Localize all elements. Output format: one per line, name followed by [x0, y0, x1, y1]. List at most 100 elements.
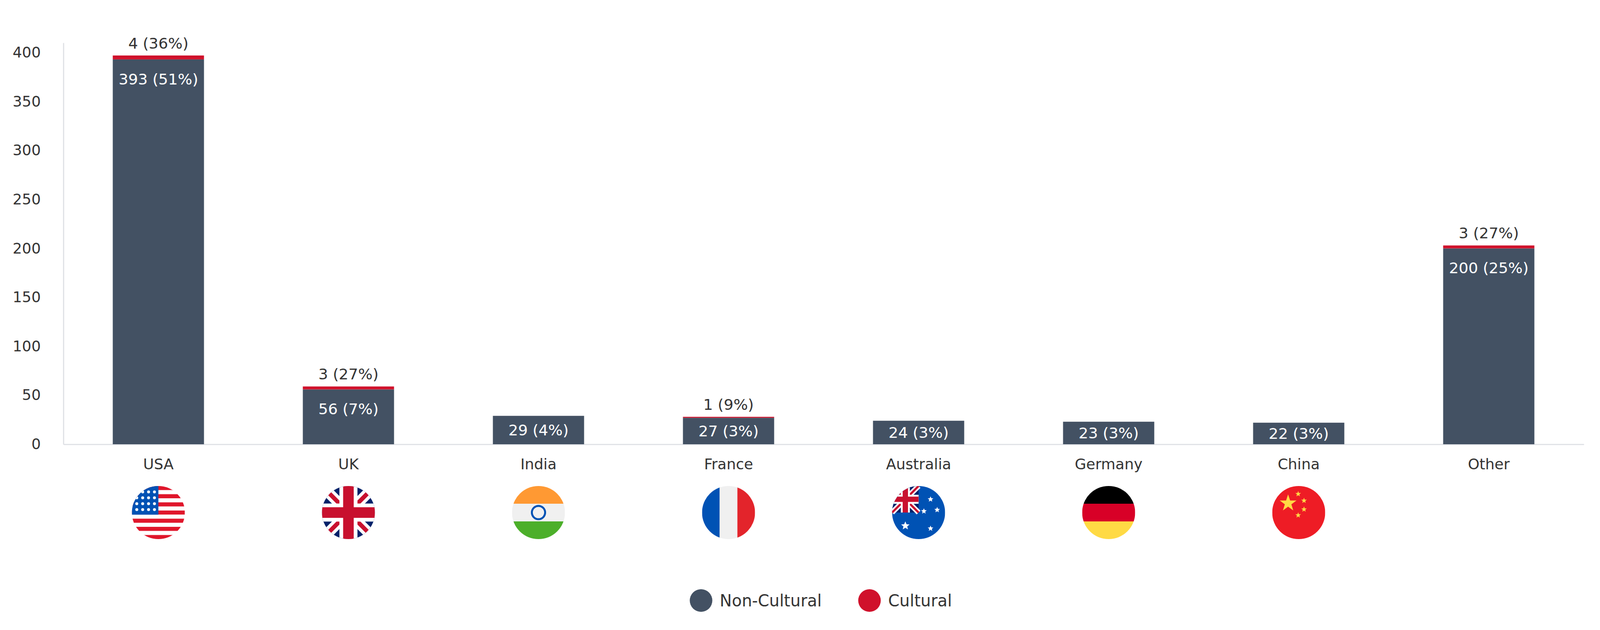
legend-swatch: [858, 588, 882, 612]
flag-part: [927, 524, 934, 531]
y-tick: 400: [12, 43, 64, 61]
flag-part: [921, 507, 927, 514]
flag-part: [1272, 485, 1326, 539]
bar: [493, 415, 585, 444]
flag-part: [702, 485, 720, 539]
flag-part: [322, 485, 376, 539]
flag-part: [153, 501, 157, 505]
legend-label: Cultural: [888, 590, 953, 610]
data-label: 1 (9%): [703, 395, 754, 414]
flag-part: [343, 485, 355, 539]
flag-part: [512, 521, 566, 539]
legend-entry: Cultural: [858, 588, 953, 612]
legend: Non-Cultural Cultural: [689, 588, 953, 612]
flag-part: [132, 485, 159, 515]
flag-part: [322, 485, 376, 539]
flag-part: [934, 506, 940, 513]
bar: [1443, 245, 1535, 249]
flag-part: [135, 501, 139, 505]
flag-part: [1082, 485, 1136, 504]
data-labels: 393 (51%)56 (7%)29 (4%)27 (3%)24 (3%)23 …: [118, 34, 1529, 442]
bar: [873, 420, 965, 444]
bar: [303, 388, 395, 444]
flag-part: [153, 490, 157, 494]
flag-part: [892, 485, 919, 513]
flag-part: [132, 518, 186, 523]
x-tick-label: USA: [142, 455, 174, 473]
data-label: 27 (3%): [698, 421, 759, 440]
flag-part: [135, 507, 139, 511]
flag-part: [135, 496, 139, 499]
flag-part: [892, 485, 919, 513]
x-tick: Australia: [885, 443, 952, 473]
flag-part: [132, 526, 186, 531]
flag: [1272, 485, 1326, 539]
y-tick-label: 200: [12, 239, 41, 257]
flag-part: [141, 496, 145, 499]
flag-part: [153, 496, 157, 499]
flag: [892, 485, 946, 539]
flag-part: [1301, 497, 1307, 503]
y-tick: 350: [12, 92, 64, 111]
legend-label: Non-Cultural: [719, 590, 823, 610]
y-tick-label: 50: [22, 386, 41, 404]
flag-part: [512, 485, 566, 504]
flag: [702, 485, 756, 539]
flag-part: [892, 485, 919, 513]
flag-part: [147, 507, 151, 511]
flag-part: [132, 530, 186, 535]
bar: [683, 417, 775, 444]
y-tick-label: 150: [12, 288, 41, 306]
flag-part: [1295, 511, 1301, 518]
flag-part: [322, 485, 376, 539]
flag-part: [153, 507, 157, 511]
x-tick-label: Germany: [1075, 455, 1143, 473]
flag: [132, 485, 186, 540]
flag-part: [147, 490, 151, 494]
flag-part: [135, 490, 139, 494]
x-tick: UK: [338, 443, 360, 473]
flag-part: [901, 521, 910, 529]
data-label: 56 (7%): [318, 399, 379, 418]
y-tick: 100: [12, 337, 64, 355]
data-label: 393 (51%): [118, 70, 198, 88]
x-axis: USAUKIndiaFranceAustraliaGermanyChinaOth…: [63, 443, 1585, 473]
y-tick-label: 250: [12, 190, 41, 208]
flag-part: [892, 485, 919, 513]
x-tick-label: China: [1277, 455, 1321, 473]
y-axis-line: [63, 43, 65, 445]
flag-part: [132, 522, 186, 527]
flag-part: [322, 485, 376, 539]
y-axis: 0 50 100 150 200 250 300 350 400: [12, 43, 64, 453]
flag-part: [512, 503, 566, 522]
x-axis-line: [63, 443, 1585, 445]
flag-part: [1082, 521, 1136, 539]
flag-part: [902, 485, 909, 513]
x-tick: Germany: [1075, 443, 1143, 473]
flag-part: [132, 534, 186, 540]
flags: [132, 485, 1326, 540]
x-tick-label: France: [704, 455, 754, 473]
x-tick-label: Australia: [885, 455, 952, 473]
legend-swatch: [689, 588, 713, 612]
bar: [683, 416, 775, 418]
flag-part: [147, 501, 151, 505]
flag-part: [719, 485, 738, 539]
y-tick-label: 0: [31, 435, 41, 453]
bar: [112, 55, 205, 60]
flag-part: [141, 490, 145, 494]
y-tick-label: 300: [12, 141, 41, 159]
legend-entry: Non-Cultural: [689, 588, 823, 612]
flag-part: [1295, 490, 1301, 497]
flag-part: [141, 501, 145, 505]
y-tick-label: 400: [12, 43, 41, 61]
flag: [512, 485, 566, 539]
x-tick: India: [520, 443, 557, 473]
bar: [1063, 421, 1155, 444]
flag: [322, 485, 376, 539]
data-label: 24 (3%): [888, 423, 949, 442]
flag-part: [1082, 503, 1136, 522]
flag: [1082, 485, 1136, 539]
bar: [1443, 248, 1535, 444]
data-label: 3 (27%): [1458, 223, 1519, 242]
